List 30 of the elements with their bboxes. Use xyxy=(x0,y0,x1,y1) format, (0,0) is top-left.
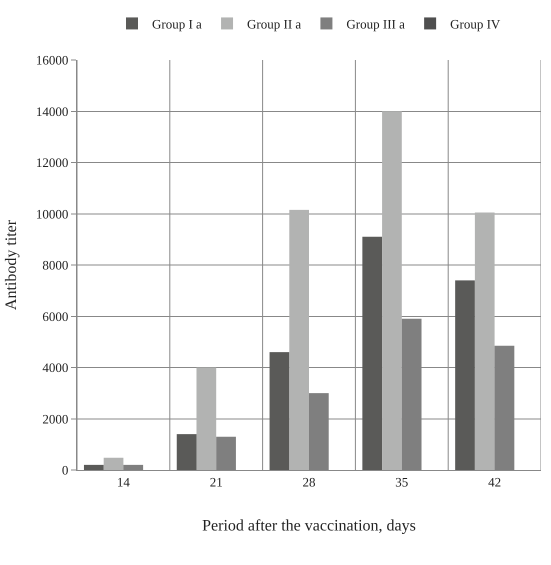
bar xyxy=(176,434,196,470)
bar xyxy=(289,210,309,470)
y-tick-label: 4000 xyxy=(42,360,68,376)
x-tick-label: 42 xyxy=(488,474,502,490)
y-tick-label: 6000 xyxy=(42,308,68,324)
y-tick-label: 8000 xyxy=(42,258,68,273)
x-tick-label: 28 xyxy=(302,474,316,490)
bar xyxy=(84,464,104,470)
bar xyxy=(362,236,382,470)
bar xyxy=(104,458,124,470)
x-tick-label: 14 xyxy=(116,474,130,490)
legend-label: Group I a xyxy=(152,16,202,32)
x-axis-title: Period after the vaccination, days xyxy=(202,517,416,534)
x-tick-label: 21 xyxy=(210,474,223,490)
y-tick-label: 0 xyxy=(62,462,68,478)
y-tick-label: 14000 xyxy=(36,104,68,119)
bar xyxy=(474,212,495,470)
legend-label: Group IV xyxy=(450,16,501,32)
legend-label: Group II a xyxy=(247,16,302,32)
bar xyxy=(455,280,475,470)
bar xyxy=(196,368,216,470)
y-axis-title: Antibody titer xyxy=(2,219,20,310)
bar xyxy=(270,352,290,470)
y-tick-label: 2000 xyxy=(42,411,68,426)
y-tick-label: 12000 xyxy=(36,155,68,170)
bar xyxy=(382,111,402,470)
x-tick-label: 35 xyxy=(395,474,408,490)
y-tick-label: 10000 xyxy=(36,206,68,222)
y-tick-label: 16000 xyxy=(36,52,68,68)
legend-label: Group III a xyxy=(346,16,406,32)
